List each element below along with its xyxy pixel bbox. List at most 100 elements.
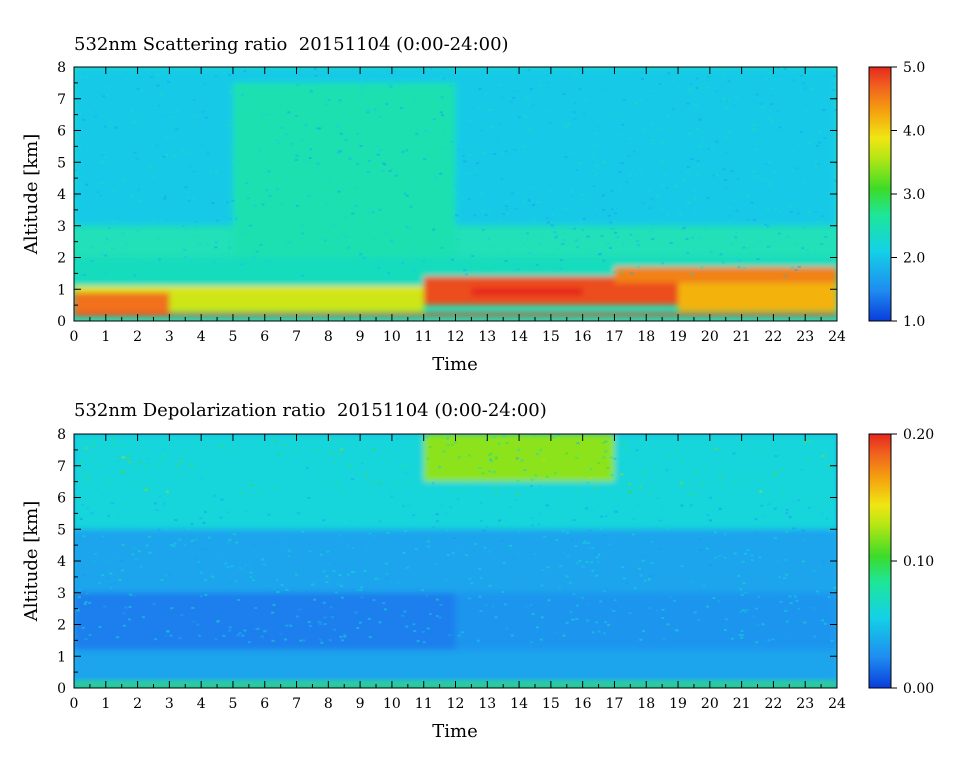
x-tick-label: 11 — [415, 696, 433, 712]
noise-dot — [564, 125, 568, 128]
noise-dot — [832, 89, 836, 92]
x-axis: 0 1 2 3 4 5 6 7 8 9 10 11 12 13 14 15 16 17 18 19 20 21 22 23 24 — [70, 434, 846, 712]
noise-dot — [517, 449, 521, 452]
noise-dot — [329, 451, 333, 454]
noise-dot — [236, 634, 240, 637]
noise-dot — [767, 78, 771, 81]
x-tick-label: 2 — [133, 329, 142, 345]
noise-dot — [365, 108, 369, 111]
noise-dot — [552, 436, 555, 439]
noise-dot — [368, 160, 372, 162]
noise-dot — [651, 138, 655, 141]
noise-dot — [761, 476, 765, 479]
noise-dot — [774, 207, 778, 210]
noise-dot — [597, 630, 601, 633]
noise-dot — [377, 71, 381, 74]
noise-dot — [576, 442, 580, 445]
noise-dot — [177, 91, 181, 94]
noise-dot — [750, 201, 754, 204]
noise-dot — [314, 449, 318, 452]
noise-dot — [221, 446, 225, 449]
noise-dot — [715, 124, 719, 127]
noise-dot — [319, 553, 323, 556]
noise-dot — [105, 94, 109, 96]
x-tick-label: 23 — [796, 696, 814, 712]
noise-dot — [125, 242, 129, 245]
noise-dot — [505, 205, 509, 208]
noise-dot — [316, 162, 320, 165]
noise-dot — [75, 149, 79, 152]
noise-dot — [564, 494, 568, 497]
noise-dot — [308, 459, 312, 462]
noise-dot — [628, 491, 631, 494]
noise-dot — [580, 194, 584, 197]
noise-dot — [738, 159, 742, 162]
noise-dot — [183, 249, 187, 252]
noise-dot — [632, 455, 636, 458]
noise-dot — [85, 183, 89, 186]
noise-dot — [817, 593, 821, 596]
noise-dot — [268, 585, 272, 587]
noise-dot — [647, 606, 651, 609]
noise-dot — [660, 82, 664, 85]
noise-dot — [724, 618, 728, 621]
noise-dot — [806, 439, 810, 442]
noise-dot — [651, 142, 655, 145]
noise-dot — [298, 608, 302, 611]
noise-dot — [666, 447, 670, 450]
noise-dot — [740, 123, 744, 126]
noise-dot — [773, 219, 777, 222]
noise-dot — [508, 494, 512, 497]
noise-dot — [387, 272, 391, 275]
noise-dot — [750, 554, 754, 557]
noise-dot — [709, 564, 713, 567]
noise-dot — [142, 71, 146, 74]
noise-dot — [604, 621, 608, 624]
noise-dot — [181, 225, 185, 228]
noise-dot — [677, 571, 681, 573]
noise-dot — [446, 550, 450, 553]
noise-dot — [479, 129, 483, 132]
noise-dot — [145, 544, 149, 547]
noise-dot — [74, 258, 77, 261]
noise-dot — [585, 560, 589, 563]
noise-dot — [252, 579, 255, 582]
noise-dot — [345, 235, 349, 238]
noise-dot — [267, 250, 271, 253]
noise-dot — [549, 254, 553, 256]
noise-dot — [747, 218, 751, 221]
noise-dot — [570, 194, 574, 197]
noise-dot — [741, 609, 745, 612]
noise-dot — [234, 212, 238, 215]
x-tick-label: 8 — [324, 696, 333, 712]
noise-dot — [647, 189, 651, 192]
noise-dot — [483, 152, 487, 155]
noise-dot — [280, 126, 284, 129]
noise-dot — [561, 529, 565, 532]
noise-dot — [234, 580, 238, 583]
noise-dot — [523, 243, 527, 245]
noise-dot — [697, 117, 701, 120]
noise-dot — [216, 621, 220, 624]
noise-dot — [103, 151, 107, 154]
colorbar-tick-label: 0.00 — [903, 681, 934, 697]
noise-dot — [685, 204, 689, 207]
noise-dot — [165, 490, 169, 493]
noise-dot — [359, 253, 363, 256]
noise-dot — [491, 605, 495, 608]
noise-dot — [563, 232, 567, 235]
noise-dot — [178, 472, 182, 475]
noise-dot — [724, 179, 728, 181]
colorbar — [868, 66, 892, 322]
noise-dot — [573, 102, 577, 105]
noise-dot — [485, 526, 489, 529]
noise-dot — [260, 558, 264, 561]
noise-dot — [334, 471, 337, 474]
noise-dot — [326, 148, 330, 151]
noise-dot — [256, 194, 260, 197]
noise-dot — [121, 232, 125, 235]
noise-dot — [318, 623, 322, 626]
noise-dot — [527, 103, 531, 106]
heatmap-cell — [232, 82, 456, 258]
noise-dot — [225, 117, 229, 120]
